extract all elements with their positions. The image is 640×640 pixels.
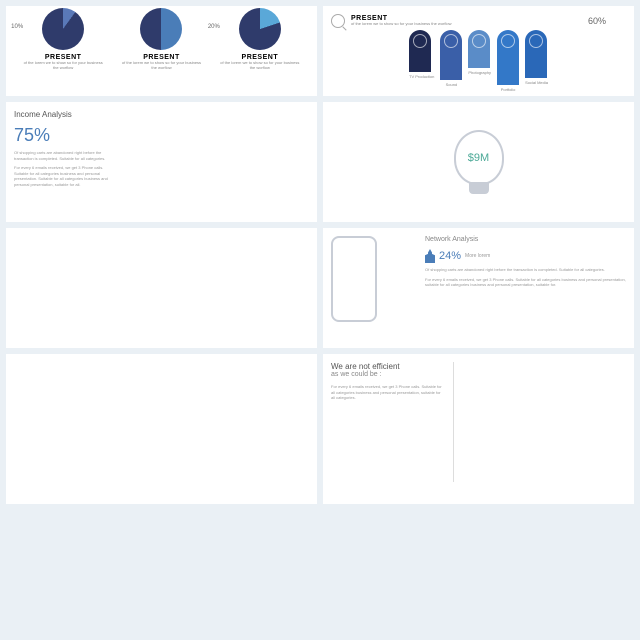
vbar-panel: PRESENT of the lorem we to show so for y… bbox=[323, 6, 634, 96]
bulb-icon: $9M bbox=[454, 130, 504, 185]
income-pct: 75% bbox=[14, 125, 108, 146]
phone-icon bbox=[331, 236, 377, 322]
eff-title: We are not efficient bbox=[331, 362, 443, 371]
income-panel: Income Analysis 75% Of shopping carts ar… bbox=[6, 102, 317, 222]
vbar-label: Social Media bbox=[525, 80, 548, 85]
income-title: Income Analysis bbox=[14, 110, 108, 119]
pie-sub: of the lorem we to show so for your busi… bbox=[23, 61, 103, 71]
vbar-label: Portfolio bbox=[497, 87, 519, 92]
brain-panel bbox=[6, 228, 317, 348]
pie-chart bbox=[239, 8, 281, 50]
vbar-label: TV Production bbox=[409, 74, 434, 79]
vbar-icon bbox=[444, 34, 458, 48]
bulb-panel: $9M bbox=[323, 102, 634, 222]
vbar-icon bbox=[529, 34, 543, 48]
vbar bbox=[468, 30, 490, 68]
vbar-sub: of the lorem we to show so for your busi… bbox=[351, 22, 452, 27]
pie-panel: 10%PRESENTof the lorem we to show so for… bbox=[6, 6, 317, 96]
vbar bbox=[497, 30, 519, 85]
pie-pct: 20% bbox=[208, 24, 220, 30]
network-panel: Network Analysis 24% More lorem Of shopp… bbox=[323, 228, 634, 348]
vbar-top-pct: 60% bbox=[588, 16, 606, 26]
network-txt: Of shopping carts are abandoned right be… bbox=[425, 267, 626, 273]
eff-txt: For every 6 emails received, we get 3 Ph… bbox=[331, 384, 443, 401]
bulb-value: $9M bbox=[468, 152, 489, 164]
vbar-label: Sound bbox=[440, 82, 462, 87]
vbar bbox=[409, 30, 431, 72]
vbar-icon bbox=[501, 34, 515, 48]
person-icon bbox=[425, 249, 435, 263]
eff-sub: as we could be : bbox=[331, 371, 443, 378]
income-txt2: For every 6 emails received, we get 3 Ph… bbox=[14, 165, 108, 187]
network-pct: 24% bbox=[439, 250, 461, 262]
pie-sub: of the lorem we to show so for your busi… bbox=[220, 61, 300, 71]
vbar bbox=[525, 30, 547, 78]
mindmap-panel bbox=[6, 354, 317, 504]
income-txt: Of shopping carts are abandoned right be… bbox=[14, 150, 108, 161]
search-icon bbox=[331, 14, 345, 28]
pie-pct: 10% bbox=[11, 24, 23, 30]
network-pct-label: More lorem bbox=[465, 253, 490, 259]
pie-sub: of the lorem we to show so for your busi… bbox=[121, 61, 201, 71]
bulb-base bbox=[469, 182, 489, 194]
vbar-icon bbox=[472, 34, 486, 48]
network-title: Network Analysis bbox=[425, 236, 626, 243]
pie-chart bbox=[140, 8, 182, 50]
slide-grid: 10%PRESENTof the lorem we to show so for… bbox=[0, 0, 640, 510]
network-txt2: For every 6 emails received, we get 3 Ph… bbox=[425, 277, 626, 288]
pie-chart bbox=[42, 8, 84, 50]
vbar bbox=[440, 30, 462, 80]
efficiency-panel: We are not efficient as we could be : Fo… bbox=[323, 354, 634, 504]
vbar-label: Photography bbox=[468, 70, 491, 75]
vbar-icon bbox=[413, 34, 427, 48]
